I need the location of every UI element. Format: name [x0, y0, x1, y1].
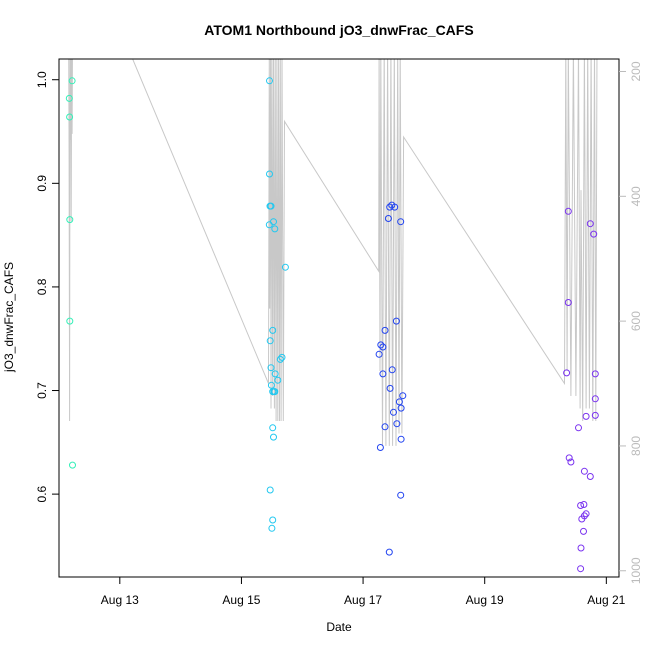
data-point-flight-3 — [386, 384, 394, 392]
data-point-flight-2 — [281, 263, 289, 271]
data-point-flight-2 — [267, 381, 275, 389]
data-point-flight-4 — [586, 473, 594, 480]
data-point-flight-3 — [399, 392, 407, 400]
data-point-flight-1 — [68, 77, 76, 85]
y-tick-label: 1.0 — [35, 71, 49, 88]
data-point-flight-2 — [278, 353, 286, 361]
y-axis-label: jO3_dnwFrac_CAFS — [2, 262, 16, 373]
data-point-flight-3 — [379, 370, 387, 378]
data-point-flight-3 — [386, 203, 394, 211]
data-point-flight-1 — [69, 461, 76, 469]
x-tick-label: Aug 15 — [222, 593, 260, 607]
data-point-flight-4 — [564, 207, 572, 215]
data-point-flight-3 — [392, 317, 400, 325]
data-point-flight-2 — [271, 225, 279, 233]
x-axis: Aug 13 Aug 15 Aug 17 Aug 19 Aug 21 — [101, 577, 626, 607]
data-point-flight-4 — [565, 454, 573, 462]
x-axis-label: Date — [326, 620, 352, 634]
data-point-flight-2 — [276, 355, 284, 363]
data-point-flight-4 — [580, 467, 588, 475]
data-point-flight-2 — [269, 424, 277, 432]
y2-tick-label: 400 — [629, 186, 643, 206]
data-point-flight-3 — [388, 366, 396, 374]
altitude-line — [68, 59, 598, 446]
data-point-flight-2 — [270, 433, 277, 441]
x-tick-label: Aug 13 — [101, 593, 139, 607]
points-layer — [65, 77, 599, 573]
data-point-flight-4 — [575, 424, 582, 432]
data-point-flight-2 — [270, 218, 277, 226]
data-point-flight-2 — [266, 337, 274, 345]
data-point-flight-4 — [567, 458, 575, 466]
data-point-flight-4 — [582, 412, 590, 420]
y2-tick-label: 800 — [629, 436, 643, 456]
y2-tick-label: 600 — [629, 311, 643, 331]
data-point-flight-2 — [266, 170, 273, 178]
data-point-flight-2 — [268, 524, 276, 532]
x-tick-label: Aug 21 — [587, 593, 625, 607]
data-point-flight-4 — [591, 370, 599, 378]
data-point-flight-2 — [271, 370, 279, 378]
data-point-flight-4 — [591, 411, 599, 419]
data-point-flight-4 — [563, 369, 571, 377]
data-point-flight-4 — [577, 544, 585, 552]
data-point-flight-2 — [266, 77, 273, 85]
data-point-flight-3 — [397, 435, 405, 443]
data-point-flight-2 — [269, 516, 277, 524]
data-point-flight-3 — [379, 343, 387, 351]
y2-tick-label: 1000 — [629, 557, 643, 584]
data-point-flight-3 — [390, 408, 397, 416]
data-point-flight-3 — [397, 218, 405, 226]
y-tick-label: 0.8 — [35, 278, 49, 295]
data-point-flight-3 — [384, 215, 392, 222]
data-point-flight-3 — [385, 548, 393, 556]
data-point-flight-2 — [266, 486, 274, 494]
data-point-flight-2 — [271, 388, 279, 396]
y2-tick-label: 200 — [629, 61, 643, 81]
x-tick-label: Aug 17 — [344, 593, 382, 607]
data-point-flight-3 — [381, 326, 389, 334]
data-point-flight-3 — [395, 398, 403, 406]
y-axis-left: 0.6 0.7 0.8 0.9 1.0 — [35, 71, 59, 502]
data-point-flight-4 — [578, 515, 586, 523]
data-point-flight-4 — [580, 527, 587, 535]
x-tick-label: Aug 19 — [466, 593, 504, 607]
data-point-flight-4 — [586, 220, 594, 228]
data-point-flight-1 — [66, 113, 74, 121]
data-point-flight-4 — [564, 299, 572, 306]
data-point-flight-3 — [381, 423, 389, 431]
data-point-flight-3 — [393, 420, 401, 428]
data-point-flight-2 — [274, 376, 282, 384]
y-axis-right: 200 400 600 800 1000 — [619, 61, 643, 584]
data-point-flight-1 — [66, 317, 74, 325]
data-point-flight-3 — [376, 444, 384, 451]
data-point-flight-4 — [591, 395, 599, 403]
altitude-trace-layer — [68, 59, 598, 446]
y-tick-label: 0.9 — [35, 175, 49, 192]
data-point-flight-1 — [66, 216, 74, 224]
y-tick-label: 0.6 — [35, 485, 49, 502]
data-point-flight-3 — [377, 341, 385, 349]
data-point-flight-4 — [577, 565, 585, 573]
data-point-flight-3 — [397, 404, 405, 412]
data-point-flight-4 — [582, 510, 590, 518]
data-point-flight-2 — [269, 326, 277, 334]
data-point-flight-2 — [267, 202, 275, 210]
plot-frame — [58, 58, 620, 578]
data-point-flight-4 — [580, 501, 588, 508]
data-point-flight-2 — [267, 364, 275, 372]
chart-title: ATOM1 Northbound jO3_dnwFrac_CAFS — [204, 22, 473, 38]
data-point-flight-3 — [397, 491, 405, 499]
data-point-flight-4 — [577, 502, 585, 509]
data-point-flight-4 — [590, 230, 598, 238]
data-point-flight-3 — [391, 203, 399, 211]
data-point-flight-3 — [375, 350, 383, 358]
y-tick-label: 0.7 — [35, 382, 49, 399]
data-point-flight-1 — [65, 94, 73, 102]
